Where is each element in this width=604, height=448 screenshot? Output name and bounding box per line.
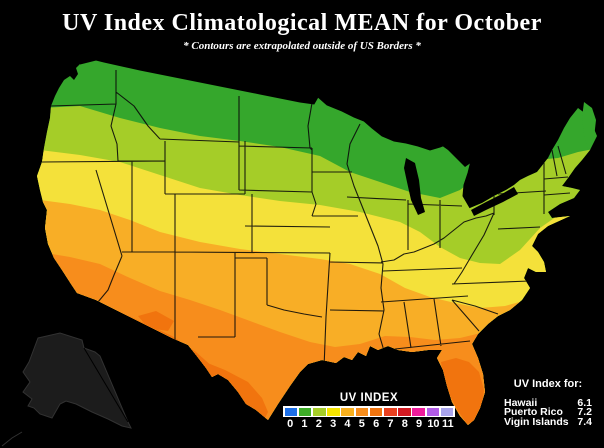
legend-value: 3 <box>330 418 337 430</box>
alaska-silhouette <box>1 332 132 447</box>
territory-value: 7.4 <box>577 415 592 428</box>
legend-value: 4 <box>344 418 351 430</box>
lake-huron <box>441 140 472 167</box>
us-coastline <box>79 59 472 209</box>
legend-value: 5 <box>358 418 365 430</box>
legend-swatch-4 <box>341 407 355 416</box>
legend-swatch-10 <box>426 407 440 416</box>
territory-row-puerto-rico: Puerto Rico 7.2 <box>504 406 592 418</box>
legend-value: 9 <box>416 418 423 430</box>
legend-value: 10 <box>427 418 440 430</box>
legend-value: 1 <box>301 418 308 430</box>
page-subtitle: * Contours are extrapolated outside of U… <box>183 40 421 52</box>
territory-row-hawaii: Hawaii 6.1 <box>504 396 592 409</box>
legend-swatch-0 <box>284 407 298 416</box>
page-title: UV Index Climatological MEAN for October <box>62 10 542 36</box>
territory-name: Hawaii <box>504 396 538 409</box>
legend-value: 6 <box>373 418 380 430</box>
legend-swatch-5 <box>355 407 369 416</box>
legend-swatch-9 <box>412 407 426 416</box>
legend-value: 2 <box>315 418 322 430</box>
alaska-panhandle-edge <box>83 347 129 423</box>
legend-title: UV INDEX <box>339 392 399 404</box>
territory-name: Puerto Rico <box>504 406 563 418</box>
legend-swatch-8 <box>398 407 411 416</box>
legend-swatch-2 <box>312 407 326 416</box>
legend-swatch-3 <box>327 407 340 416</box>
territory-row-virgin-islands: Vigin Islands 7.4 <box>504 415 592 428</box>
state-borders <box>41 70 571 372</box>
legend-swatch-11 <box>440 407 454 416</box>
uv-index-color-scale <box>283 406 455 417</box>
territory-value: 7.2 <box>577 406 592 418</box>
territory-uv-readout: UV Index for: Hawaii 6.1 Puerto Rico 7.2… <box>504 378 592 428</box>
aleutian-islands <box>1 431 23 447</box>
legend-value: 7 <box>387 418 394 430</box>
territory-heading: UV Index for: <box>513 378 583 390</box>
nova-scotia-sliver <box>582 102 596 148</box>
legend-value: 8 <box>401 418 408 430</box>
legend-swatch-7 <box>383 407 397 416</box>
legend-swatch-6 <box>369 407 383 416</box>
legend-value: 11 <box>441 418 454 430</box>
legend-swatch-1 <box>298 407 312 416</box>
legend-value: 0 <box>287 418 294 430</box>
territory-value: 6.1 <box>577 396 592 409</box>
territory-name: Vigin Islands <box>504 415 569 428</box>
lake-erie <box>471 187 518 216</box>
lake-michigan <box>404 158 425 215</box>
legend-values: 0 1 2 3 4 5 6 7 8 9 10 11 <box>283 418 455 430</box>
